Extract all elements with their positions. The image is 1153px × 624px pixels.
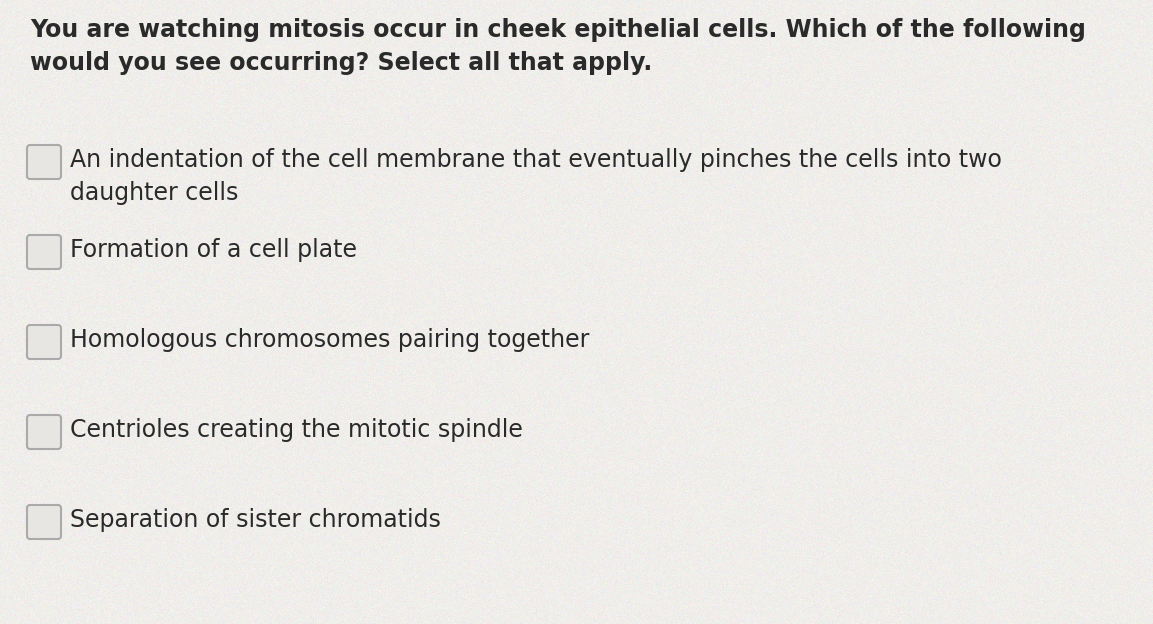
FancyBboxPatch shape bbox=[27, 145, 61, 179]
FancyBboxPatch shape bbox=[27, 325, 61, 359]
Text: Formation of a cell plate: Formation of a cell plate bbox=[70, 238, 357, 262]
Text: An indentation of the cell membrane that eventually pinches the cells into two
d: An indentation of the cell membrane that… bbox=[70, 148, 1002, 205]
FancyBboxPatch shape bbox=[27, 505, 61, 539]
FancyBboxPatch shape bbox=[27, 415, 61, 449]
Text: Separation of sister chromatids: Separation of sister chromatids bbox=[70, 508, 440, 532]
FancyBboxPatch shape bbox=[27, 235, 61, 269]
Text: Centrioles creating the mitotic spindle: Centrioles creating the mitotic spindle bbox=[70, 418, 522, 442]
Text: Homologous chromosomes pairing together: Homologous chromosomes pairing together bbox=[70, 328, 589, 352]
Text: You are watching mitosis occur in cheek epithelial cells. Which of the following: You are watching mitosis occur in cheek … bbox=[30, 18, 1086, 74]
